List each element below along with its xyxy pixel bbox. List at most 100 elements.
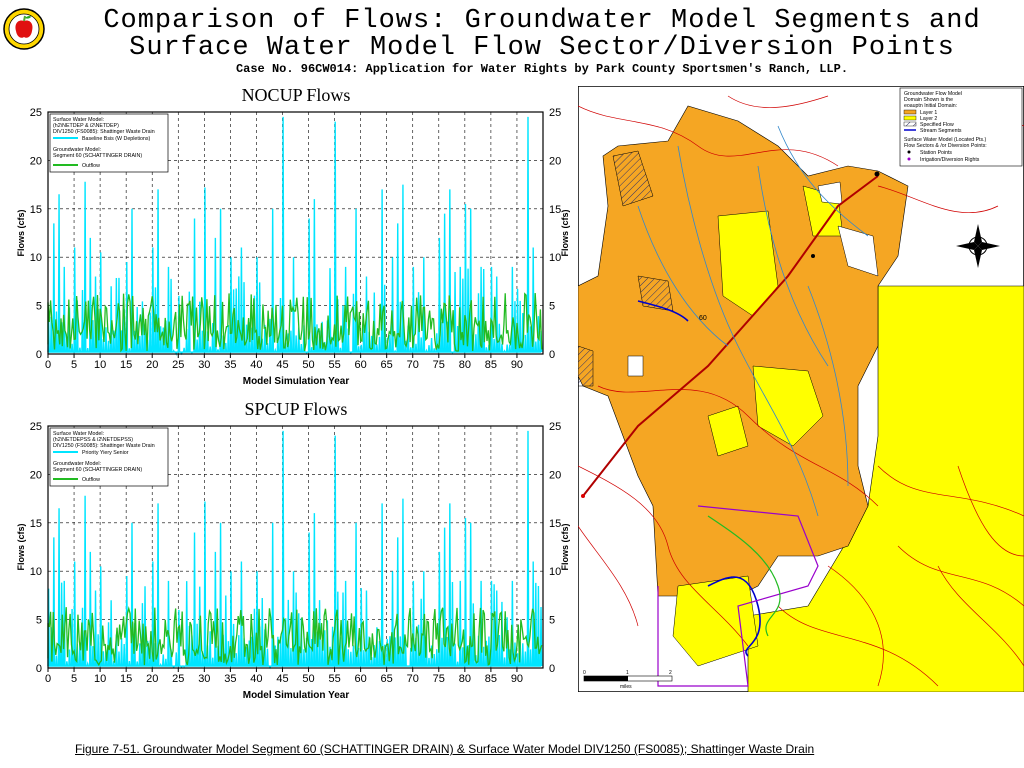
y-tick-label-right: 20 [549, 155, 561, 167]
x-tick-label: 65 [381, 673, 393, 685]
legend-series2-label: Outflow [82, 163, 100, 169]
map-legend-title2: Domain Shown is the [904, 97, 953, 103]
y-tick-label-left: 10 [30, 252, 42, 264]
x-tick-label: 35 [224, 359, 236, 371]
series-groundwater-outflow [47, 292, 543, 353]
map-domain-hole [837, 225, 879, 277]
x-tick-label: 25 [172, 673, 184, 685]
map-legend-sw1: Surface Water Model (Located Pts.) [904, 137, 987, 143]
chart-legend [49, 427, 169, 487]
x-tick-label: 15 [120, 359, 132, 371]
y-tick-label-right: 10 [549, 252, 561, 264]
map-legend-item-layer2: Layer 2 [920, 116, 937, 122]
y-tick-label-left: 5 [36, 615, 42, 627]
legend-sw-line: Surface Water Model: [53, 431, 104, 437]
x-tick-label: 30 [198, 673, 210, 685]
map-layer2-patch [707, 405, 749, 457]
y-tick-label-right: 5 [549, 615, 555, 627]
x-tick-label: 20 [146, 359, 158, 371]
groundwater-model-map: 60 Groundwater Flow Model Domain Shown i… [578, 86, 1024, 692]
x-tick-label: 0 [45, 359, 51, 371]
scale-label-1: 1 [626, 670, 629, 676]
plot-frame [47, 111, 544, 355]
map-highway [582, 175, 879, 497]
scale-label-0: 0 [583, 670, 586, 676]
legend-gw-line: Segment 60 (SCHATTINGER DRAIN) [53, 467, 142, 473]
map-specified-flow-area [578, 345, 594, 387]
x-tick-label: 30 [198, 359, 210, 371]
map-segment-label: 60 [699, 315, 707, 322]
map-blue-segment [707, 576, 761, 657]
y-tick-label-right: 15 [549, 204, 561, 216]
chart-legend [49, 113, 169, 173]
y-tick-label-left: 20 [30, 155, 42, 167]
legend-series1-label: Baseline Bsis (W Depletions) [82, 136, 151, 142]
x-tick-label: 90 [511, 673, 523, 685]
map-blue-segment [637, 300, 689, 322]
map-legend-title3: eoauptn Initial Domain: [904, 103, 957, 109]
map-scale-bar: 0 1 2 miles [583, 670, 673, 690]
y-tick-label-right: 25 [549, 107, 561, 119]
map-legend-irrigation: Irrigation/Diversion Rights [920, 157, 980, 163]
x-axis-label: Model Simulation Year [243, 376, 350, 387]
scale-unit: miles [620, 684, 632, 690]
legend-sw-line: DIV1250 (FS0085): Shattinger Waste Drain [53, 443, 155, 449]
map-domain-hole [817, 181, 843, 205]
x-tick-label: 15 [120, 673, 132, 685]
map-green-feature [707, 515, 781, 637]
x-tick-label: 35 [224, 673, 236, 685]
x-tick-label: 20 [146, 673, 158, 685]
legend-series1-label: Priority Yiery Senior [82, 450, 129, 456]
y-tick-label-left: 10 [30, 566, 42, 578]
map-layer2-patch [752, 365, 824, 447]
x-tick-label: 55 [328, 359, 340, 371]
map-legend-title1: Groundwater Flow Model [904, 91, 962, 97]
y-tick-label-right: 0 [549, 349, 555, 361]
x-tick-label: 80 [459, 673, 471, 685]
legend-gw-line: Groundwater Model: [53, 147, 101, 153]
scale-label-2: 2 [669, 670, 672, 676]
x-tick-label: 75 [433, 359, 445, 371]
map-station-point [811, 254, 815, 258]
x-tick-label: 45 [276, 359, 288, 371]
page-title-line1: Comparison of Flows: Groundwater Model S… [103, 6, 981, 36]
map-domain-hole [627, 355, 644, 377]
y-axis-label-left: Flows (cfs) [16, 209, 26, 256]
map-layer-yellow-east [747, 285, 1024, 692]
legend-sw-line: (h2\NETDEP & i2\NETDEP) [53, 123, 119, 129]
series-surface-water [47, 430, 543, 670]
x-tick-label: 70 [407, 359, 419, 371]
x-tick-label: 75 [433, 673, 445, 685]
legend-sw-line: DIV1250 (FS0085): Shattinger Waste Drain [53, 129, 155, 135]
legend-sw-line: (h2\NETDEPSS & i2\NETDEPSS) [53, 437, 133, 443]
x-tick-label: 60 [355, 673, 367, 685]
map-legend-sw2: Flow Sectors & /or Diversion Points: [904, 143, 987, 149]
y-tick-label-right: 25 [549, 421, 561, 433]
y-tick-label-left: 15 [30, 518, 42, 530]
series-groundwater-outflow [47, 606, 543, 667]
map-station-point [581, 494, 585, 498]
y-tick-label-left: 0 [36, 349, 42, 361]
legend-series2-label: Outflow [82, 477, 100, 483]
plot-frame [47, 425, 544, 669]
y-tick-label-left: 0 [36, 663, 42, 675]
map-legend-item-stream: Stream Segments [920, 128, 962, 134]
case-subtitle: Case No. 96CW014: Application for Water … [235, 62, 849, 76]
legend-gw-line: Groundwater Model: [53, 461, 101, 467]
x-tick-label: 90 [511, 359, 523, 371]
map-station-point [874, 171, 880, 177]
y-axis-label-left: Flows (cfs) [16, 523, 26, 570]
x-tick-label: 5 [71, 359, 77, 371]
y-tick-label-left: 20 [30, 469, 42, 481]
x-tick-label: 0 [45, 673, 51, 685]
x-axis-label: Model Simulation Year [243, 690, 350, 701]
y-tick-label-right: 10 [549, 566, 561, 578]
map-stream-segments [637, 125, 869, 517]
chart-title: NOCUP Flows [242, 85, 351, 105]
map-purple-boundary [657, 505, 819, 687]
apple-logo [3, 8, 45, 50]
map-legend-item-layer1: Layer 1 [920, 110, 937, 116]
map-legend-item-specified-flow: Specified Flow [920, 122, 954, 128]
